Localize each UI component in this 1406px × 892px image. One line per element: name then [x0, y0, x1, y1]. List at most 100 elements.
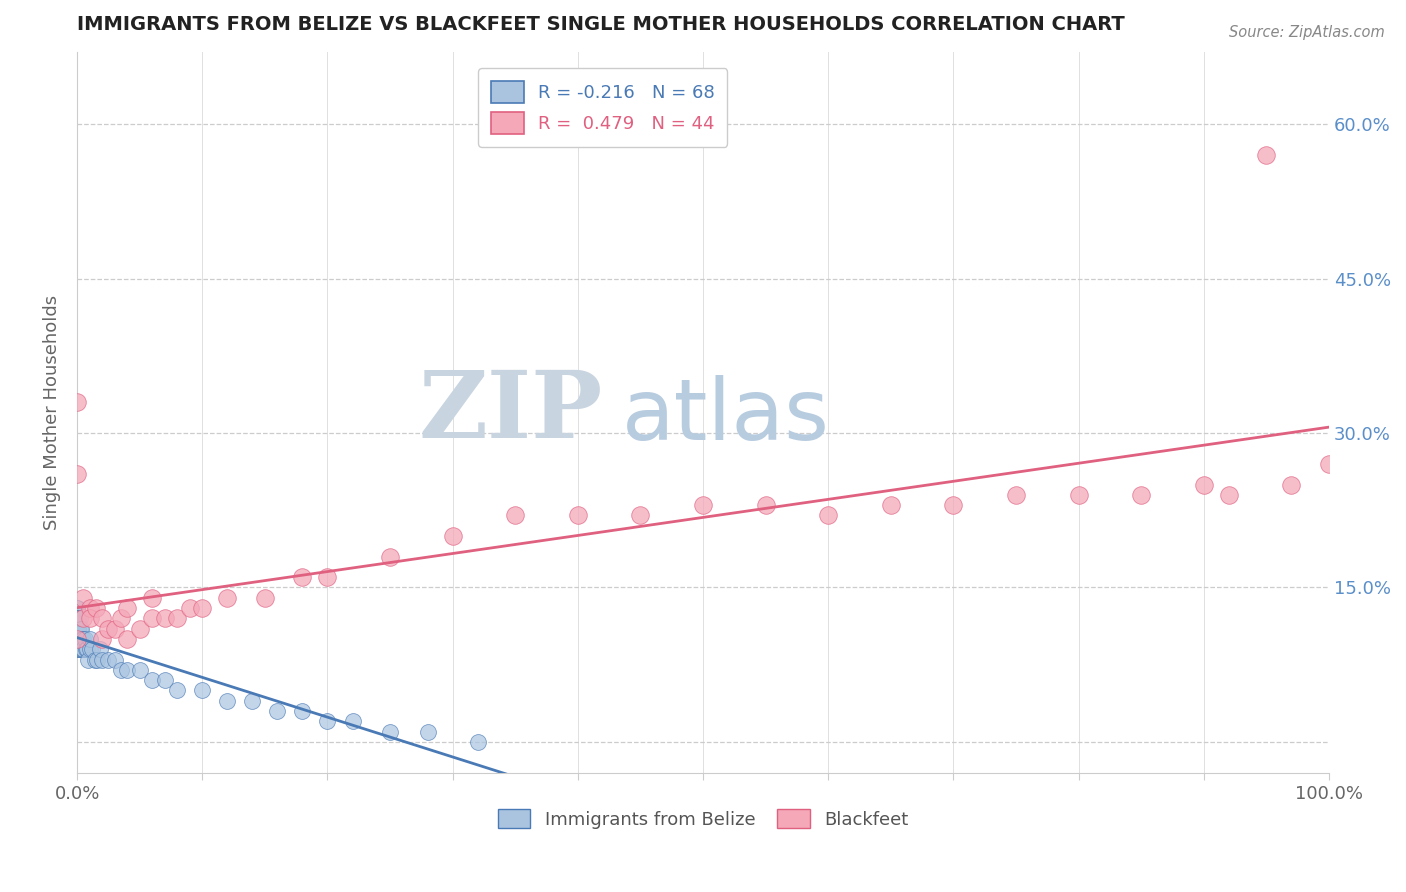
Text: ZIP: ZIP	[419, 368, 603, 458]
Point	[69, 632, 91, 646]
Point	[942, 498, 965, 512]
Point	[567, 508, 589, 523]
Point	[66, 622, 89, 636]
Point	[97, 652, 120, 666]
Point	[110, 611, 132, 625]
Point	[91, 652, 114, 666]
Point	[75, 642, 97, 657]
Point	[66, 632, 89, 646]
Point	[316, 570, 339, 584]
Point	[291, 570, 314, 584]
Point	[69, 642, 91, 657]
Point	[79, 611, 101, 625]
Point	[1256, 148, 1278, 162]
Point	[880, 498, 903, 512]
Point	[1218, 488, 1240, 502]
Point	[630, 508, 652, 523]
Point	[67, 632, 90, 646]
Point	[66, 601, 89, 615]
Point	[67, 622, 90, 636]
Point	[66, 642, 89, 657]
Point	[82, 642, 104, 657]
Point	[66, 611, 89, 625]
Point	[67, 611, 90, 625]
Point	[84, 601, 107, 615]
Point	[503, 508, 526, 523]
Point	[291, 704, 314, 718]
Point	[69, 611, 91, 625]
Point	[89, 642, 111, 657]
Point	[817, 508, 839, 523]
Point	[166, 611, 188, 625]
Point	[79, 601, 101, 615]
Point	[79, 642, 101, 657]
Point	[378, 724, 401, 739]
Point	[66, 611, 89, 625]
Text: IMMIGRANTS FROM BELIZE VS BLACKFEET SINGLE MOTHER HOUSEHOLDS CORRELATION CHART: IMMIGRANTS FROM BELIZE VS BLACKFEET SING…	[77, 15, 1125, 34]
Point	[72, 642, 94, 657]
Point	[217, 591, 239, 605]
Point	[141, 591, 163, 605]
Point	[66, 622, 89, 636]
Point	[128, 622, 150, 636]
Point	[1130, 488, 1153, 502]
Text: atlas: atlas	[621, 375, 830, 458]
Point	[115, 601, 138, 615]
Point	[66, 622, 89, 636]
Point	[66, 601, 89, 615]
Point	[72, 611, 94, 625]
Point	[316, 714, 339, 729]
Point	[66, 642, 89, 657]
Legend: Immigrants from Belize, Blackfeet: Immigrants from Belize, Blackfeet	[491, 802, 915, 836]
Point	[66, 632, 89, 646]
Point	[253, 591, 276, 605]
Point	[153, 673, 176, 687]
Y-axis label: Single Mother Households: Single Mother Households	[44, 295, 60, 530]
Point	[153, 611, 176, 625]
Point	[67, 642, 90, 657]
Point	[70, 642, 93, 657]
Point	[73, 632, 96, 646]
Point	[67, 611, 90, 625]
Point	[70, 642, 93, 657]
Point	[166, 683, 188, 698]
Point	[240, 694, 263, 708]
Point	[66, 395, 89, 409]
Point	[69, 632, 91, 646]
Point	[66, 611, 89, 625]
Point	[66, 632, 89, 646]
Point	[1317, 457, 1340, 471]
Point	[115, 632, 138, 646]
Point	[79, 632, 101, 646]
Point	[1067, 488, 1090, 502]
Point	[416, 724, 439, 739]
Point	[72, 632, 94, 646]
Point	[441, 529, 464, 543]
Point	[69, 622, 91, 636]
Point	[342, 714, 364, 729]
Point	[266, 704, 288, 718]
Point	[66, 622, 89, 636]
Point	[191, 683, 214, 698]
Point	[70, 632, 93, 646]
Point	[467, 735, 489, 749]
Point	[1192, 477, 1215, 491]
Point	[66, 632, 89, 646]
Point	[104, 652, 127, 666]
Point	[66, 611, 89, 625]
Point	[191, 601, 214, 615]
Point	[72, 591, 94, 605]
Point	[97, 622, 120, 636]
Point	[128, 663, 150, 677]
Point	[66, 632, 89, 646]
Point	[755, 498, 778, 512]
Point	[1005, 488, 1028, 502]
Point	[141, 673, 163, 687]
Point	[91, 632, 114, 646]
Point	[70, 622, 93, 636]
Point	[66, 467, 89, 482]
Point	[217, 694, 239, 708]
Point	[66, 611, 89, 625]
Point	[91, 611, 114, 625]
Point	[66, 622, 89, 636]
